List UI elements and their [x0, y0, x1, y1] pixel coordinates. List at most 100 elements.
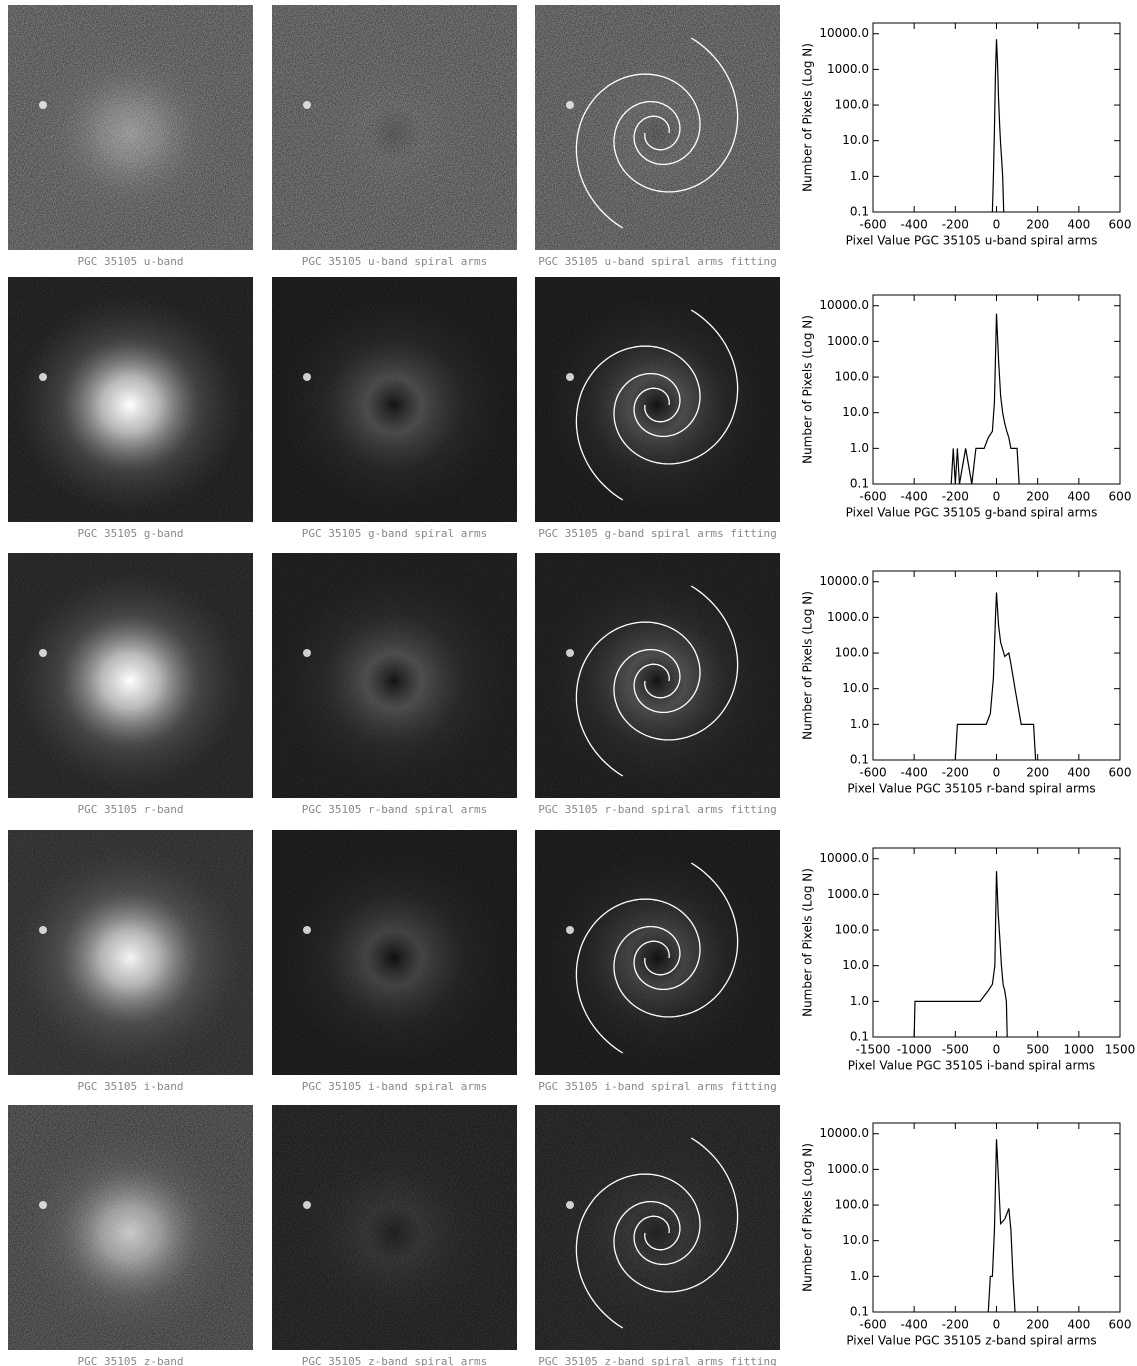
y-tick-label: 1.0 — [850, 1269, 869, 1283]
x-tick-label: -600 — [859, 490, 886, 504]
galaxy-image — [535, 277, 780, 522]
x-tick-label: -200 — [942, 766, 969, 780]
x-axis-label: Pixel Value PGC 35105 r-band spiral arms — [847, 782, 1095, 796]
image-caption: PGC 35105 z-band spiral arms — [302, 1355, 487, 1366]
y-tick-label: 10000.0 — [819, 574, 869, 588]
star — [39, 926, 47, 934]
y-tick-label: 1.0 — [850, 994, 869, 1008]
y-tick-label: 100.0 — [835, 98, 869, 112]
galaxy-image — [272, 830, 517, 1075]
star — [303, 926, 311, 934]
histogram-chart: -600 -400 -200 0 200 400 600 0.1 1.0 10.0 100.0 100… — [801, 570, 1132, 796]
star — [303, 649, 311, 657]
image-caption: PGC 35105 g-band spiral arms — [302, 527, 487, 540]
spiral-arm-fit — [575, 898, 701, 1054]
galaxy-image — [8, 553, 253, 798]
x-tick-label: 200 — [1026, 1318, 1049, 1332]
x-tick-label: 500 — [1026, 1043, 1049, 1057]
y-tick-label: 1.0 — [850, 169, 869, 183]
x-tick-label: 400 — [1067, 218, 1090, 232]
galaxy-image — [8, 830, 253, 1075]
x-tick-label: 600 — [1109, 766, 1132, 780]
star — [566, 373, 574, 381]
y-tick-label: 10.0 — [842, 405, 869, 419]
y-tick-label: 10000.0 — [819, 1126, 869, 1140]
y-axis-label: Number of Pixels (Log N) — [801, 1143, 815, 1292]
histogram-line — [987, 1139, 1016, 1313]
image-caption: PGC 35105 i-band spiral arms fitting — [538, 1080, 776, 1093]
image-caption: PGC 35105 r-band spiral arms — [302, 803, 487, 816]
x-tick-label: 0 — [993, 490, 1001, 504]
image-caption: PGC 35105 g-band spiral arms fitting — [538, 527, 776, 540]
spiral-arm-fit — [575, 621, 701, 777]
star — [303, 101, 311, 109]
x-tick-label: 0 — [993, 766, 1001, 780]
x-tick-label: 1000 — [1064, 1043, 1095, 1057]
histogram-chart: -600 -400 -200 0 200 400 600 0.1 1.0 10.0 100.0 100… — [801, 294, 1132, 520]
y-axis-label: Number of Pixels (Log N) — [801, 315, 815, 464]
galaxy-image — [535, 1105, 780, 1350]
y-tick-label: 1000.0 — [827, 610, 869, 624]
y-tick-label: 10000.0 — [819, 298, 869, 312]
y-tick-label: 10.0 — [842, 958, 869, 972]
x-axis-label: Pixel Value PGC 35105 g-band spiral arms — [846, 506, 1098, 520]
galaxy-image — [535, 553, 780, 798]
x-tick-label: -600 — [859, 766, 886, 780]
x-tick-label: 200 — [1026, 218, 1049, 232]
x-tick-label: 400 — [1067, 490, 1090, 504]
y-axis-label: Number of Pixels (Log N) — [801, 43, 815, 192]
x-axis-label: Pixel Value PGC 35105 z-band spiral arms — [846, 1334, 1096, 1348]
y-tick-label: 10.0 — [842, 681, 869, 695]
histogram-line — [954, 592, 1037, 761]
galaxy-core-dark — [366, 653, 422, 709]
y-axis-label: Number of Pixels (Log N) — [801, 868, 815, 1017]
galaxy-glow — [15, 848, 245, 1068]
star — [566, 649, 574, 657]
y-tick-label: 1000.0 — [827, 887, 869, 901]
x-tick-label: -400 — [901, 1318, 928, 1332]
galaxy-image — [535, 5, 780, 250]
x-tick-label: 400 — [1067, 1318, 1090, 1332]
y-axis-label: Number of Pixels (Log N) — [801, 591, 815, 740]
spiral-arm-fit — [575, 345, 701, 501]
y-tick-label: 10000.0 — [819, 851, 869, 865]
spiral-arm-fit — [575, 73, 701, 229]
x-tick-label: 400 — [1067, 766, 1090, 780]
star — [566, 101, 574, 109]
x-tick-label: -400 — [901, 218, 928, 232]
galaxy-image — [8, 1105, 253, 1350]
galaxy-image — [8, 5, 253, 250]
y-tick-label: 0.1 — [850, 1305, 869, 1319]
x-tick-label: -600 — [859, 218, 886, 232]
histogram-chart: -600 -400 -200 0 200 400 600 0.1 1.0 10.0 100.0 100… — [801, 1122, 1131, 1348]
x-axis-label: Pixel Value PGC 35105 u-band spiral arms — [846, 234, 1098, 248]
star — [39, 101, 47, 109]
image-caption: PGC 35105 g-band — [78, 527, 184, 540]
x-tick-label: 0 — [993, 1043, 1001, 1057]
y-tick-label: 100.0 — [835, 370, 869, 384]
image-caption: PGC 35105 z-band — [78, 1355, 184, 1366]
image-caption: PGC 35105 u-band spiral arms fitting — [538, 255, 776, 268]
spiral-arm-fit — [613, 862, 739, 1018]
histogram-chart: -1500 -1000 -500 0 500 1000 1500 0.1 1.0 10.0 100.… — [801, 847, 1135, 1073]
y-tick-label: 100.0 — [835, 923, 869, 937]
image-caption: PGC 35105 u-band spiral arms — [302, 255, 487, 268]
star — [566, 926, 574, 934]
galaxy-image — [272, 553, 517, 798]
galaxy-core-dark — [366, 105, 422, 161]
spiral-arm-fit — [613, 37, 739, 193]
galaxy-core-dark — [366, 377, 422, 433]
x-tick-label: 600 — [1109, 490, 1132, 504]
galaxy-core-dark — [629, 653, 685, 709]
histogram-line — [950, 313, 1020, 485]
galaxy-image — [272, 5, 517, 250]
histogram-line — [991, 39, 1005, 213]
x-tick-label: 0 — [993, 1318, 1001, 1332]
galaxy-core-dark — [366, 930, 422, 986]
x-tick-label: -500 — [942, 1043, 969, 1057]
galaxy-core-dark — [629, 377, 685, 433]
galaxy-glow — [15, 23, 245, 243]
x-tick-label: -400 — [901, 766, 928, 780]
x-tick-label: 600 — [1109, 218, 1132, 232]
